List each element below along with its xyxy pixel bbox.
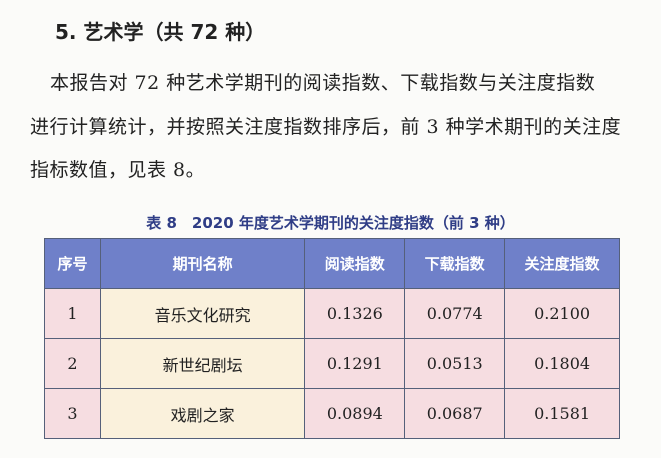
header-cell: 关注度指数 (504, 238, 620, 289)
table-row: 1 音乐文化研究 0.1326 0.0774 0.2100 (44, 288, 620, 339)
cell-journal-name: 戏剧之家 (99, 388, 306, 439)
cell-attention-index: 0.2100 (504, 288, 620, 339)
cell-download-index: 0.0774 (404, 288, 506, 339)
paragraph-line: 本报告对 72 种艺术学期刊的阅读指数、下载指数与关注度指数 (50, 72, 596, 94)
header-cell: 期刊名称 (99, 238, 306, 289)
cell-download-index: 0.0513 (404, 338, 506, 389)
cell-rank: 3 (44, 388, 101, 439)
attention-index-table: 序号 期刊名称 阅读指数 下载指数 关注度指数 1 音乐文化研究 0.1326 … (44, 238, 620, 439)
cell-read-index: 0.0894 (304, 388, 406, 439)
header-cell: 序号 (44, 238, 101, 289)
table-row: 3 戏剧之家 0.0894 0.0687 0.1581 (44, 388, 620, 439)
section-heading: 5. 艺术学（共 72 种） (55, 20, 266, 44)
paragraph-line: 指标数值，见表 8。 (30, 159, 206, 181)
header-cell: 阅读指数 (304, 238, 406, 289)
cell-download-index: 0.0687 (404, 388, 506, 439)
cell-rank: 2 (44, 338, 101, 389)
cell-journal-name: 音乐文化研究 (99, 288, 306, 339)
cell-rank: 1 (44, 288, 101, 339)
table-caption: 表 8 2020 年度艺术学期刊的关注度指数（前 3 种） (146, 214, 515, 232)
paragraph-line: 进行计算统计，并按照关注度指数排序后，前 3 种学术期刊的关注度 (30, 116, 622, 138)
cell-read-index: 0.1291 (304, 338, 406, 389)
cell-journal-name: 新世纪剧坛 (99, 338, 306, 389)
header-cell: 下载指数 (404, 238, 506, 289)
cell-read-index: 0.1326 (304, 288, 406, 339)
cell-attention-index: 0.1581 (504, 388, 620, 439)
table-row: 2 新世纪剧坛 0.1291 0.0513 0.1804 (44, 338, 620, 389)
table-header-row: 序号 期刊名称 阅读指数 下载指数 关注度指数 (44, 238, 620, 289)
cell-attention-index: 0.1804 (504, 338, 620, 389)
